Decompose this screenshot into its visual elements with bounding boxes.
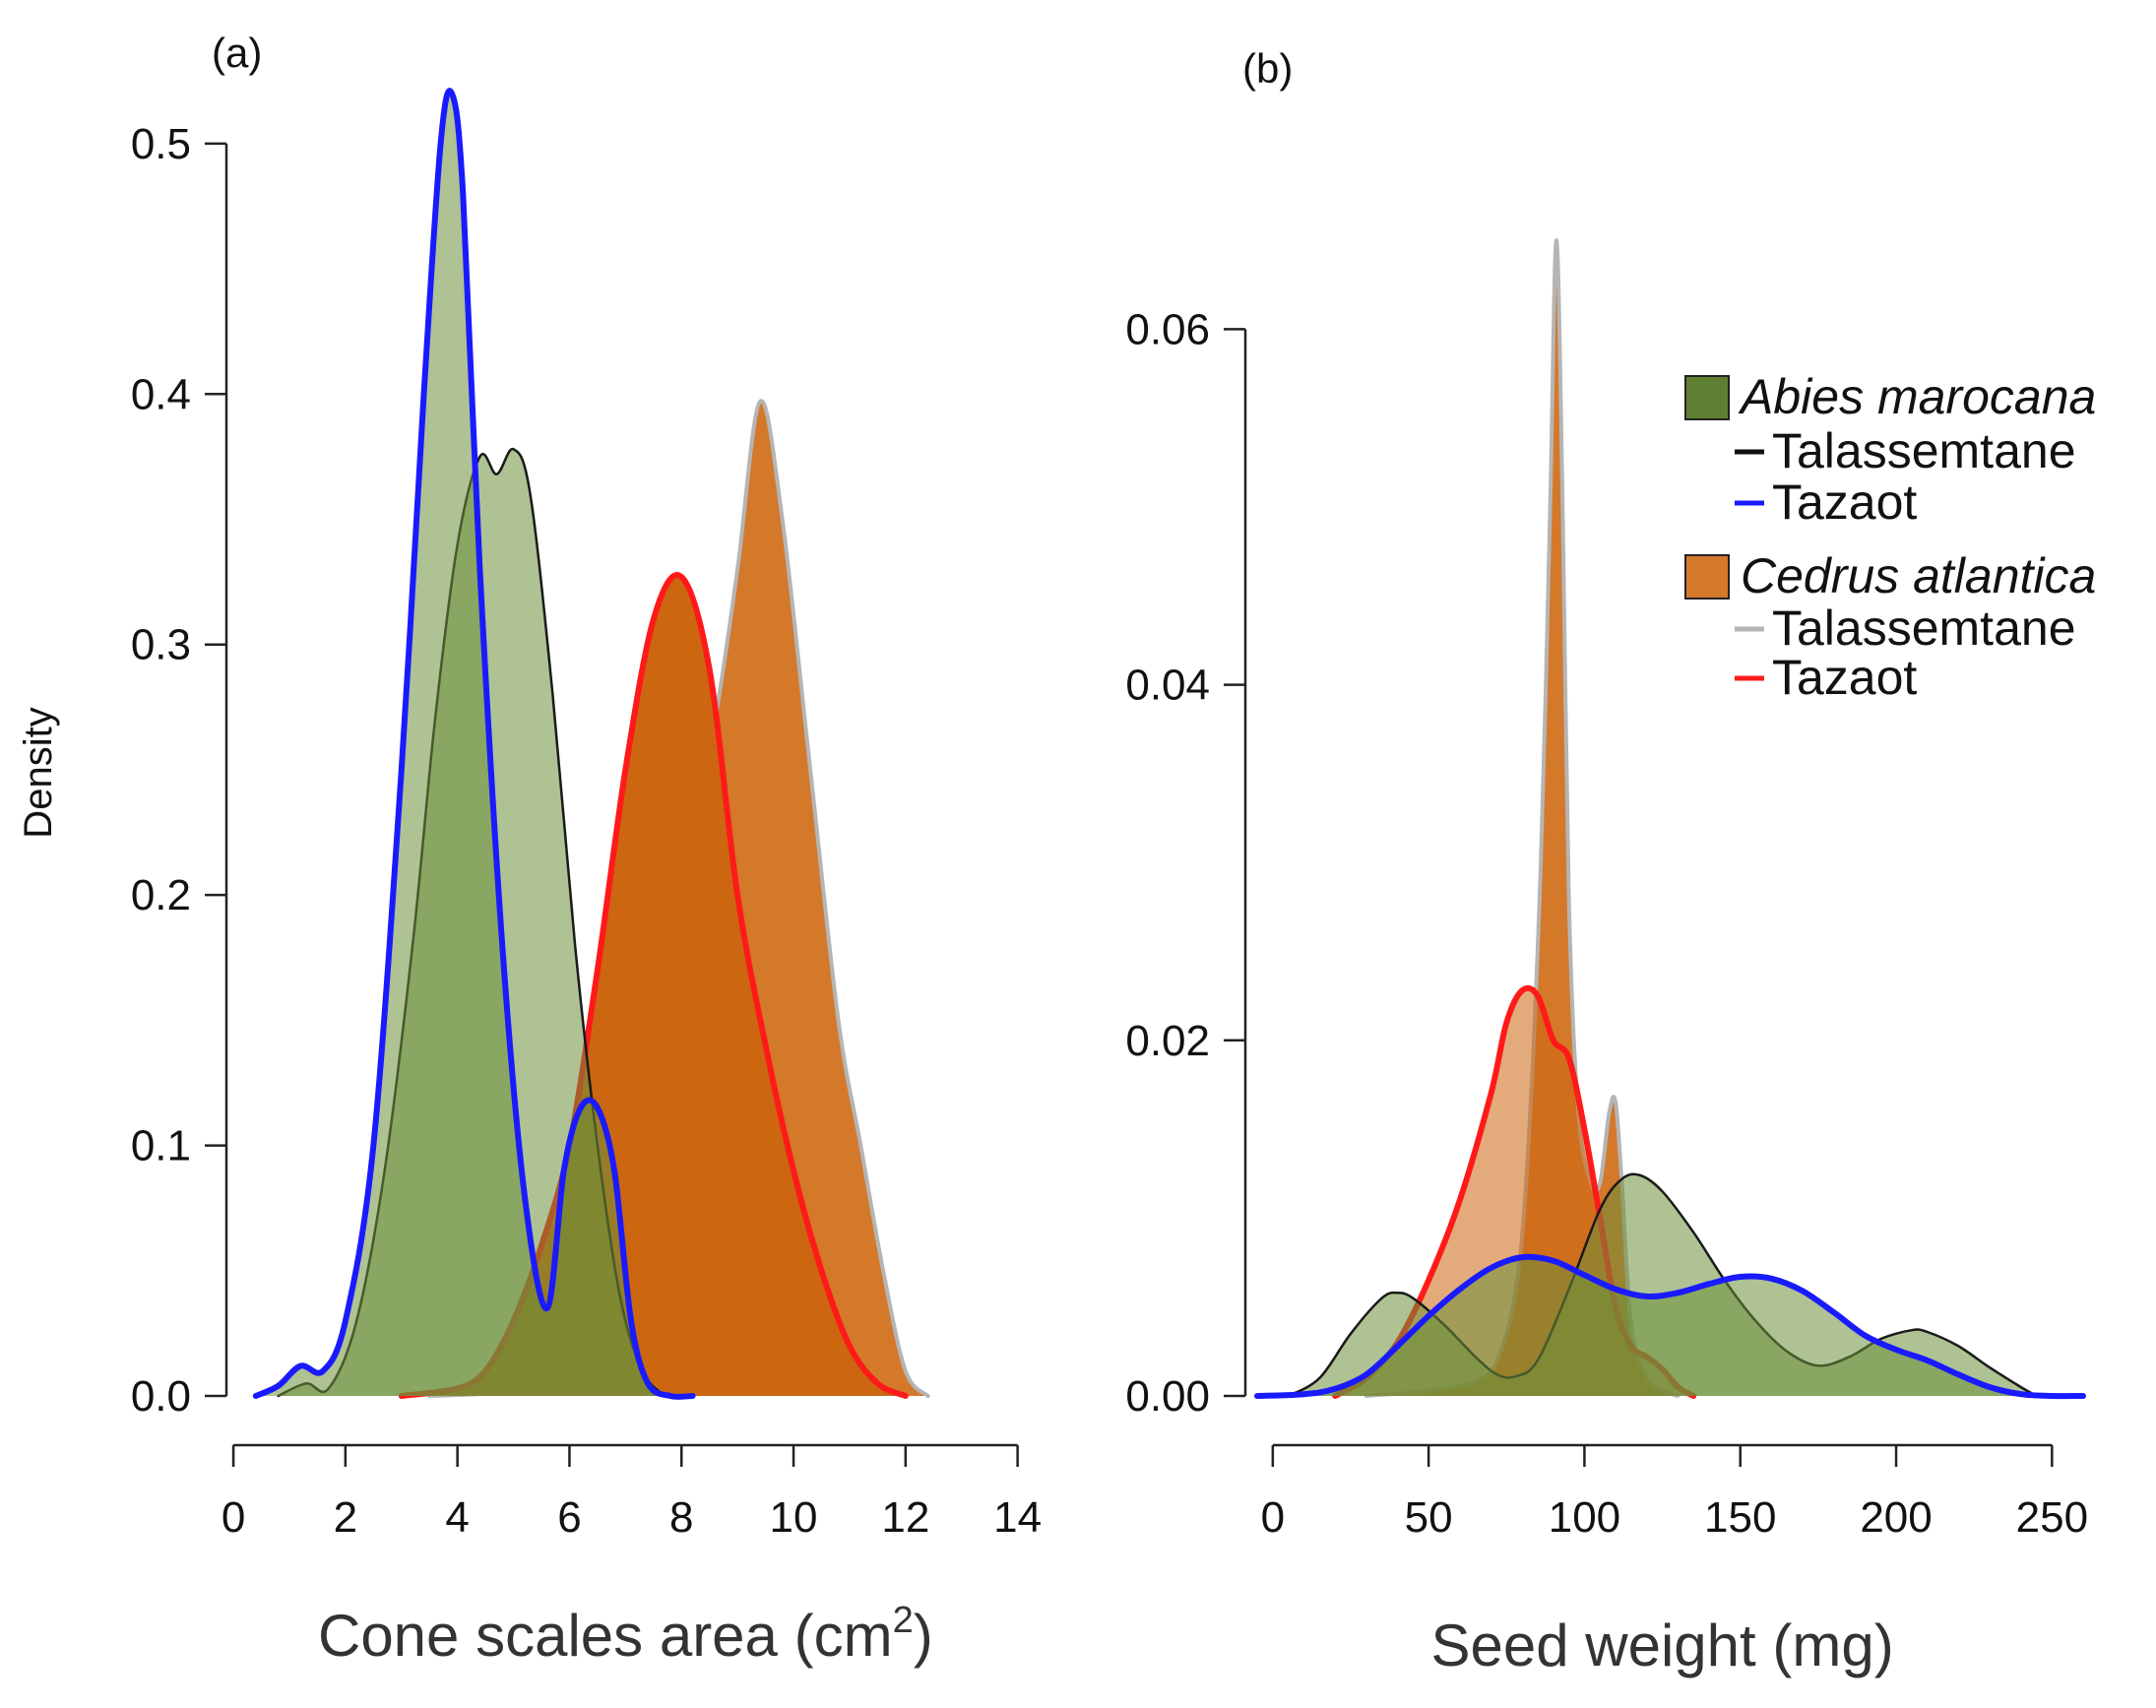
series-1-area xyxy=(401,575,906,1396)
legend-label: Tazaot xyxy=(1772,650,1917,705)
x-axis-title-main: Cone scales area (cm xyxy=(318,1603,893,1669)
x-axis-title-superscript: 2 xyxy=(893,1600,914,1641)
x-tick-label: 0 xyxy=(1261,1493,1285,1542)
x-tick-label: 150 xyxy=(1704,1493,1776,1542)
legend-swatch xyxy=(1684,375,1730,420)
x-axis-title: Cone scales area (cm2) xyxy=(318,1600,933,1669)
panel-label: (a) xyxy=(212,30,262,76)
series-3-line xyxy=(1254,1253,2086,1400)
y-tick-label: 0.06 xyxy=(1125,305,1210,353)
x-tick-label: 6 xyxy=(557,1493,581,1542)
y-tick-label: 0.00 xyxy=(1125,1372,1210,1421)
x-axis-title: Seed weight (mg) xyxy=(1430,1613,1893,1678)
panel-label: (b) xyxy=(1242,45,1293,92)
y-axis-title: Density xyxy=(17,707,60,838)
x-tick-label: 0 xyxy=(222,1493,245,1542)
x-tick-label: 4 xyxy=(445,1493,469,1542)
panel-b: 0.00 0.02 0.04 0.06 0 50 100 150 200 250 (b) Seed w… xyxy=(1125,45,2096,1678)
x-tick-label: 12 xyxy=(881,1493,929,1542)
x-tick-label: 250 xyxy=(2016,1493,2088,1542)
x-tick-label: 200 xyxy=(1860,1493,1932,1542)
legend-swatch xyxy=(1684,554,1730,600)
series-3-line xyxy=(252,88,696,1400)
y-tick-label: 0.0 xyxy=(131,1372,191,1421)
legend-label: Talassemtane xyxy=(1772,601,2076,656)
x-tick-label: 2 xyxy=(334,1493,357,1542)
y-tick-label: 0.2 xyxy=(131,871,191,919)
x-tick-label: 10 xyxy=(770,1493,818,1542)
y-tick-label: 0.1 xyxy=(131,1122,191,1170)
series-2-line xyxy=(1287,1172,2038,1398)
y-tick-label: 0.3 xyxy=(131,621,191,669)
legend-label: Tazaot xyxy=(1772,474,1917,530)
legend-label: Cedrus atlantica xyxy=(1741,548,2096,603)
x-axis-title-suffix: ) xyxy=(914,1603,933,1669)
x-tick-label: 100 xyxy=(1549,1493,1620,1542)
y-tick-label: 0.5 xyxy=(131,120,191,168)
series-2-area xyxy=(1288,1173,2037,1396)
series-0-area xyxy=(429,401,928,1397)
panel-a: 0.0 0.1 0.2 0.3 0.4 0.5 0 2 4 6 8 10 12 14 (a) Cone sca… xyxy=(17,30,1042,1669)
legend-label: Abies marocana xyxy=(1738,369,2096,424)
x-tick-label: 50 xyxy=(1405,1493,1453,1542)
series-3-area xyxy=(255,91,693,1397)
y-tick-label: 0.02 xyxy=(1125,1017,1210,1065)
x-tick-label: 8 xyxy=(669,1493,693,1542)
x-axis-title-main: Seed weight (mg) xyxy=(1430,1613,1893,1678)
series-3-area xyxy=(1257,1256,2083,1397)
x-tick-label: 14 xyxy=(993,1493,1042,1542)
y-tick-label: 0.04 xyxy=(1125,662,1210,710)
legend-label: Talassemtane xyxy=(1772,423,2076,478)
y-tick-label: 0.4 xyxy=(131,370,191,418)
